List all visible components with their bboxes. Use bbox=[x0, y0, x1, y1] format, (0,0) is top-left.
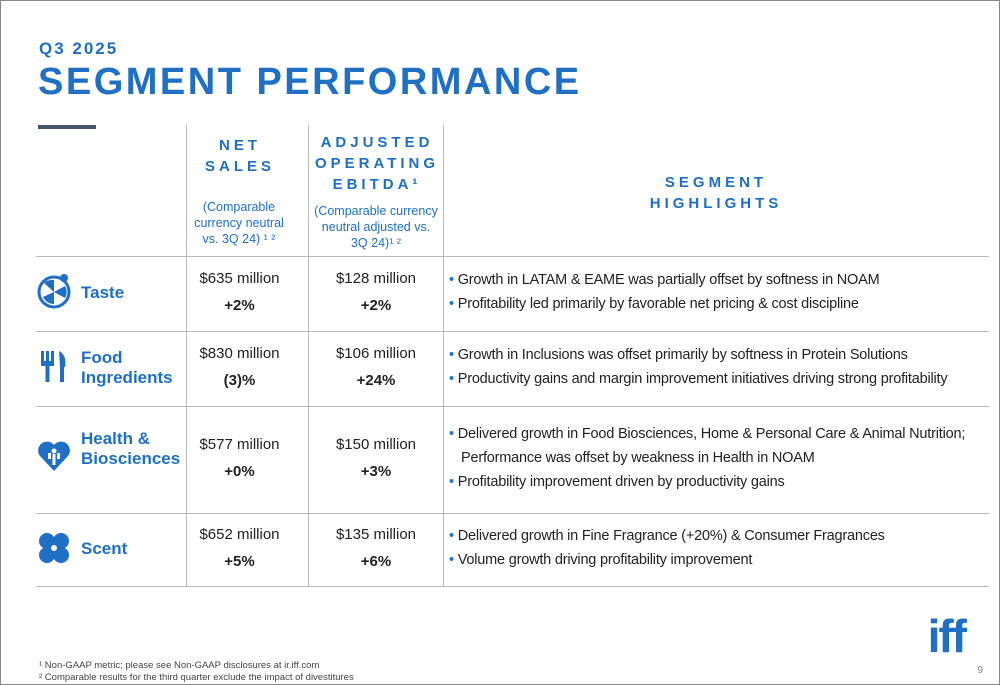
ebitda: $150 million bbox=[335, 436, 417, 453]
segment-name: Food Ingredients bbox=[81, 348, 173, 387]
net-sales-change: +2% bbox=[224, 297, 255, 314]
highlight: Growth in Inclusions was offset primaril… bbox=[449, 343, 984, 367]
ebitda-change: +24% bbox=[356, 372, 396, 389]
column-title: SEGMENT HIGHLIGHTS bbox=[649, 174, 783, 212]
row-divider bbox=[36, 331, 989, 332]
row-divider bbox=[36, 406, 989, 407]
food-icon bbox=[41, 351, 66, 382]
highlight: Volume growth driving profitability impr… bbox=[449, 548, 984, 572]
net-sales: $652 million bbox=[199, 526, 280, 543]
highlight: Productivity gains and margin improvemen… bbox=[449, 367, 984, 391]
segment-name: Health & Biosciences bbox=[81, 429, 181, 468]
page-number: 9 bbox=[977, 665, 983, 676]
footnote: ¹ Non-GAAP metric; please see Non-GAAP d… bbox=[39, 660, 320, 671]
taste-icon bbox=[37, 274, 71, 309]
net-sales: $830 million bbox=[199, 345, 280, 362]
scent-icon bbox=[39, 533, 69, 563]
highlights: Delivered growth in Food Biosciences, Ho… bbox=[449, 422, 984, 494]
ebitda: $128 million bbox=[335, 270, 417, 287]
row-divider bbox=[36, 256, 989, 257]
highlights: Delivered growth in Fine Fragrance (+20%… bbox=[449, 524, 984, 572]
column-title: NET SALES bbox=[204, 137, 275, 175]
segment-name: Scent bbox=[81, 539, 128, 558]
column-divider bbox=[186, 125, 187, 587]
highlight: Profitability improvement driven by prod… bbox=[449, 470, 984, 494]
net-sales-change: +5% bbox=[224, 553, 255, 570]
ebitda-change: +3% bbox=[360, 463, 392, 480]
highlight: Delivered growth in Food Biosciences, Ho… bbox=[449, 422, 984, 470]
column-divider bbox=[443, 125, 444, 587]
title: SEGMENT PERFORMANCE bbox=[38, 61, 582, 103]
column-divider bbox=[308, 125, 309, 587]
ebitda: $106 million bbox=[335, 345, 417, 362]
highlight: Growth in LATAM & EAME was partially off… bbox=[449, 268, 984, 292]
row-divider bbox=[36, 586, 989, 587]
net-sales: $635 million bbox=[199, 270, 280, 287]
column-note: (Comparable currency neutral vs. 3Q 24) … bbox=[194, 200, 284, 246]
subtitle: Q3 2025 bbox=[39, 39, 119, 58]
footnote: ² Comparable results for the third quart… bbox=[39, 672, 354, 683]
health-icon bbox=[38, 441, 70, 471]
ebitda-change: +6% bbox=[360, 553, 392, 570]
highlights: Growth in Inclusions was offset primaril… bbox=[449, 343, 984, 391]
logo: iff bbox=[927, 610, 967, 662]
column-title: ADJUSTED OPERATING EBITDA¹ bbox=[314, 134, 440, 193]
segment-name: Taste bbox=[81, 283, 125, 302]
net-sales: $577 million bbox=[199, 436, 280, 453]
highlights: Growth in LATAM & EAME was partially off… bbox=[449, 268, 984, 316]
column-note: (Comparable currency neutral adjusted vs… bbox=[314, 204, 438, 250]
highlight: Delivered growth in Fine Fragrance (+20%… bbox=[449, 524, 984, 548]
ebitda-change: +2% bbox=[360, 297, 392, 314]
title-rule bbox=[38, 125, 96, 129]
ebitda: $135 million bbox=[335, 526, 417, 543]
highlight: Profitability led primarily by favorable… bbox=[449, 292, 984, 316]
net-sales-change: +0% bbox=[224, 463, 255, 480]
net-sales-change: (3)% bbox=[223, 372, 256, 389]
row-divider bbox=[36, 513, 989, 514]
